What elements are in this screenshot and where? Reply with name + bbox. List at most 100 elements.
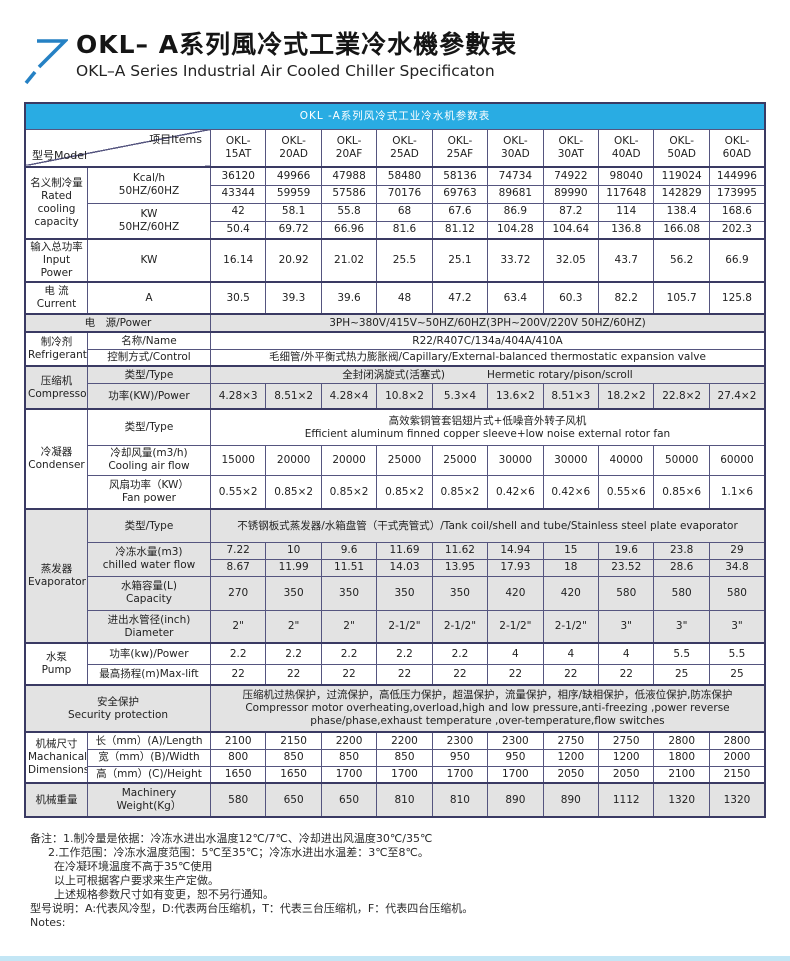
value-cell: 15 bbox=[542, 541, 600, 560]
value-cell: 98040 bbox=[598, 166, 655, 186]
value-cell: 67.6 bbox=[431, 202, 489, 222]
value-cell: 48 bbox=[376, 281, 433, 315]
row-width: 宽（mm）(B)/Width 800 850 850 850 950 950 1200 120… bbox=[25, 748, 766, 767]
value-cell: 2.2 bbox=[209, 642, 267, 665]
model-header-cell: OKL- 60AD bbox=[708, 128, 766, 168]
value-cell: 25000 bbox=[431, 444, 489, 476]
value-cell: 16.14 bbox=[209, 237, 267, 283]
value-cell: 1650 bbox=[209, 765, 267, 784]
value-cell: 2-1/2" bbox=[542, 609, 600, 644]
value-cell: 2300 bbox=[431, 731, 489, 750]
value-cell: 50000 bbox=[653, 444, 710, 476]
evaporator-type-value: 不锈钢板式蒸发器/水箱盘管（干式壳管式）/Tank coil/shell and… bbox=[209, 508, 766, 543]
label-rated-cooling: 名义制冷量 Rated cooling capacity bbox=[24, 166, 88, 240]
value-cell: 58136 bbox=[431, 166, 489, 186]
row-condenser-type: 冷凝器 Condenser 类型/Type 高效紫铜管套铝翅片式+低噪音外转子风… bbox=[24, 408, 766, 510]
label-a-unit: A bbox=[87, 281, 211, 315]
corner-items-label: 项目Items bbox=[149, 132, 202, 146]
value-cell: 890 bbox=[487, 782, 544, 818]
label-width: 宽（mm）(B)/Width bbox=[87, 748, 211, 767]
value-cell: 420 bbox=[542, 575, 600, 611]
row-kcal-50hz: 名义制冷量 Rated cooling capacity Kcal/h 50HZ… bbox=[24, 166, 766, 240]
value-cell: 33.72 bbox=[487, 237, 544, 283]
value-cell: 2100 bbox=[209, 731, 267, 750]
model-header-row: 型号Model 项目Items OKL- 15AT OKL- 20AD OKL- 2… bbox=[24, 128, 766, 168]
value-cell: 81.6 bbox=[376, 220, 433, 240]
label-condenser: 冷凝器 Condenser bbox=[24, 408, 88, 510]
note-line: 型号说明：A:代表风冷型，D:代表两台压缩机，T：代表三台压缩机，F：代表四台压… bbox=[30, 902, 474, 916]
value-cell: 39.3 bbox=[265, 281, 322, 315]
row-max-lift: 最高扬程(m)Max-lift 22 22 22 22 22 22 22 22 25 25 bbox=[25, 663, 766, 686]
value-cell: 74734 bbox=[487, 166, 544, 186]
row-water-flow-50hz: 冷冻水量(m3) chilled water flow 7.22 10 9.6 11.… bbox=[25, 541, 766, 577]
label-input-power: 输入总功率 Input Power bbox=[24, 237, 88, 283]
value-cell: 55.8 bbox=[320, 202, 378, 222]
value-cell: 14.03 bbox=[376, 558, 433, 577]
value-cell: 2.2 bbox=[376, 642, 433, 665]
value-cell: 2.2 bbox=[265, 642, 322, 665]
value-cell: 0.85×2 bbox=[431, 474, 489, 510]
corner-cell: 型号Model 项目Items bbox=[24, 128, 211, 168]
row-kw-50hz: KW 50HZ/60HZ 42 58.1 55.8 68 67.6 86.9 87.2 114… bbox=[25, 202, 766, 240]
value-cell: 890 bbox=[542, 782, 600, 818]
value-cell: 0.85×2 bbox=[320, 474, 378, 510]
value-cell: 47.2 bbox=[431, 281, 489, 315]
value-cell: 580 bbox=[598, 575, 655, 611]
value-cell: 7.22 bbox=[209, 541, 267, 560]
value-cell: 950 bbox=[431, 748, 489, 767]
label-kw-unit: KW bbox=[87, 237, 211, 283]
value-cell: 17.93 bbox=[487, 558, 544, 577]
model-header-cell: OKL- 20AD bbox=[265, 128, 322, 168]
value-cell: 56.2 bbox=[653, 237, 710, 283]
value-cell: 810 bbox=[431, 782, 489, 818]
value-cell: 2" bbox=[265, 609, 322, 644]
value-cell: 420 bbox=[487, 575, 544, 611]
value-cell: 30000 bbox=[542, 444, 600, 476]
value-cell: 82.2 bbox=[598, 281, 655, 315]
value-cell: 1650 bbox=[265, 765, 322, 784]
value-cell: 1700 bbox=[431, 765, 489, 784]
value-cell: 58480 bbox=[376, 166, 433, 186]
value-cell: 57586 bbox=[320, 184, 378, 204]
value-cell: 14.94 bbox=[487, 541, 544, 560]
label-weight-en: Machinery Weight(Kg） bbox=[87, 782, 211, 818]
value-cell: 39.6 bbox=[320, 281, 378, 315]
value-cell: 13.95 bbox=[431, 558, 489, 577]
value-cell: 650 bbox=[265, 782, 322, 818]
label-pump-power: 功率(kw)/Power bbox=[87, 642, 211, 665]
value-cell: 59959 bbox=[265, 184, 322, 204]
label-refrigerant-name: 名称/Name bbox=[87, 331, 211, 350]
value-cell: 2" bbox=[320, 609, 378, 644]
value-cell: 2-1/2" bbox=[431, 609, 489, 644]
value-cell: 4 bbox=[487, 642, 544, 665]
refrigerant-name-value: R22/R407C/134a/404A/410A bbox=[209, 331, 766, 350]
value-cell: 18.2×2 bbox=[598, 382, 655, 410]
value-cell: 32.05 bbox=[542, 237, 600, 283]
value-cell: 800 bbox=[209, 748, 267, 767]
value-cell: 0.55×6 bbox=[598, 474, 655, 510]
value-cell: 3" bbox=[708, 609, 766, 644]
value-cell: 950 bbox=[487, 748, 544, 767]
value-cell: 2100 bbox=[653, 765, 710, 784]
label-refrigerant: 制冷剂 Refrigerant bbox=[24, 331, 88, 367]
row-compressor-power: 功率(KW)/Power 4.28×3 8.51×2 4.28×4 10.8×2 5.3… bbox=[25, 382, 766, 410]
value-cell: 650 bbox=[320, 782, 378, 818]
table-title-banner: OKL -A系列风冷式工业冷水机参数表 bbox=[24, 102, 766, 130]
value-cell: 0.85×2 bbox=[376, 474, 433, 510]
model-header-cell: OKL- 40AD bbox=[598, 128, 655, 168]
value-cell: 114 bbox=[598, 202, 655, 222]
value-cell: 23.52 bbox=[598, 558, 655, 577]
value-cell: 25 bbox=[708, 663, 766, 686]
value-cell: 2750 bbox=[542, 731, 600, 750]
power-source-value: 3PH~380V/415V~50HZ/60HZ(3PH~200V/220V 50… bbox=[209, 313, 766, 333]
compressor-type-en: Hermetic rotary/pison/scroll bbox=[486, 368, 633, 381]
value-cell: 2-1/2" bbox=[376, 609, 433, 644]
value-cell: 8.67 bbox=[209, 558, 267, 577]
value-cell: 81.12 bbox=[431, 220, 489, 240]
value-cell: 50.4 bbox=[209, 220, 267, 240]
value-cell: 117648 bbox=[598, 184, 655, 204]
row-compressor-type: 压缩机 Compressor 类型/Type 全封闭涡旋式(活塞式) Hermet… bbox=[24, 365, 766, 410]
value-cell: 4.28×4 bbox=[320, 382, 378, 410]
value-cell: 19.6 bbox=[598, 541, 655, 560]
compressor-type-value: 全封闭涡旋式(活塞式) Hermetic rotary/pison/scroll bbox=[209, 365, 766, 384]
